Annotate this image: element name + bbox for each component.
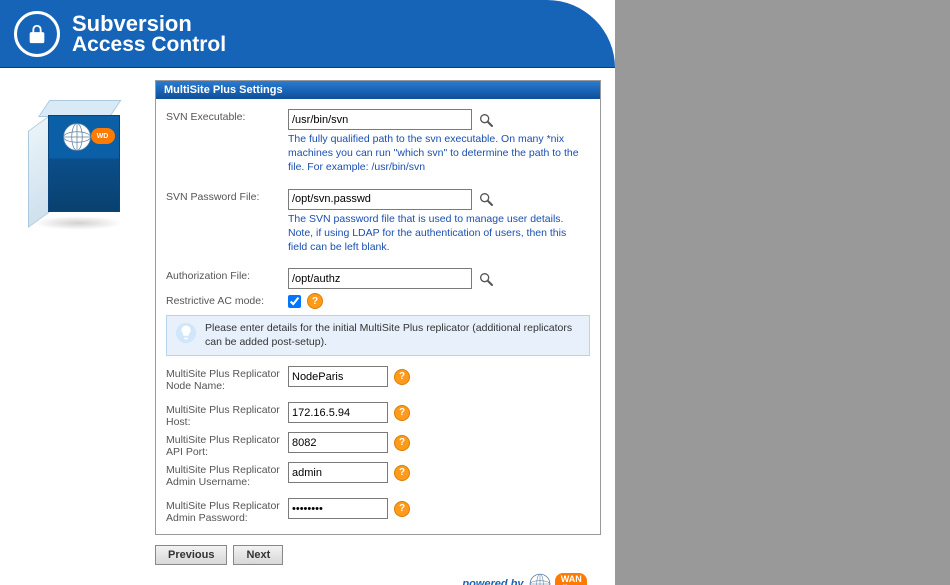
help-svn-password-file: The SVN password file that is used to ma… xyxy=(288,212,588,255)
settings-panel: MultiSite Plus Settings SVN Executable: … xyxy=(155,80,601,535)
row-restrictive-mode: Restrictive AC mode: ? xyxy=(166,293,590,309)
footer: powered by WAN disco xyxy=(155,565,601,585)
help-icon[interactable]: ? xyxy=(394,405,410,421)
input-admin-password[interactable] xyxy=(288,498,388,519)
info-text: Please enter details for the initial Mul… xyxy=(205,322,581,349)
title-line-2: Access Control xyxy=(72,34,226,55)
checkbox-restrictive-mode[interactable] xyxy=(288,295,301,308)
label-admin-password: MultiSite Plus Replicator Admin Password… xyxy=(166,498,288,524)
label-api-port: MultiSite Plus Replicator API Port: xyxy=(166,432,288,458)
row-authorization-file: Authorization File: xyxy=(166,268,590,289)
product-box-image: WD xyxy=(28,100,128,220)
browse-icon[interactable] xyxy=(478,112,494,128)
help-icon[interactable]: ? xyxy=(394,501,410,517)
app-window: Subversion Access Control WD xyxy=(0,0,615,585)
row-svn-executable: SVN Executable: The fully qualified path… xyxy=(166,109,590,175)
input-authorization-file[interactable] xyxy=(288,268,472,289)
label-admin-username: MultiSite Plus Replicator Admin Username… xyxy=(166,462,288,488)
row-admin-password: MultiSite Plus Replicator Admin Password… xyxy=(166,498,590,524)
label-restrictive-mode: Restrictive AC mode: xyxy=(166,293,288,307)
lightbulb-icon xyxy=(175,322,197,344)
input-replicator-host[interactable] xyxy=(288,402,388,423)
help-icon[interactable]: ? xyxy=(307,293,323,309)
globe-icon xyxy=(529,573,551,585)
button-row: Previous Next xyxy=(155,545,601,565)
row-admin-username: MultiSite Plus Replicator Admin Username… xyxy=(166,462,590,488)
help-icon[interactable]: ? xyxy=(394,369,410,385)
info-banner: Please enter details for the initial Mul… xyxy=(166,315,590,356)
sidebar: WD xyxy=(0,80,155,585)
input-node-name[interactable] xyxy=(288,366,388,387)
row-node-name: MultiSite Plus Replicator Node Name: ? xyxy=(166,366,590,392)
row-replicator-host: MultiSite Plus Replicator Host: ? xyxy=(166,402,590,428)
wandisco-badge-icon: WD xyxy=(91,128,115,144)
next-button[interactable]: Next xyxy=(233,545,283,565)
body: WD MultiSite Plus Settings SVN Executabl… xyxy=(0,68,615,585)
lock-icon xyxy=(14,11,60,57)
wandisco-badge-icon: WAN disco xyxy=(555,573,587,585)
label-svn-password-file: SVN Password File: xyxy=(166,189,288,203)
title-line-1: Subversion xyxy=(72,13,226,35)
input-admin-username[interactable] xyxy=(288,462,388,483)
input-svn-password-file[interactable] xyxy=(288,189,472,210)
input-svn-executable[interactable] xyxy=(288,109,472,130)
content: MultiSite Plus Settings SVN Executable: … xyxy=(155,80,615,585)
header: Subversion Access Control xyxy=(0,0,615,68)
help-svn-executable: The fully qualified path to the svn exec… xyxy=(288,132,588,175)
powered-by-label: powered by xyxy=(462,578,523,585)
browse-icon[interactable] xyxy=(478,191,494,207)
previous-button[interactable]: Previous xyxy=(155,545,227,565)
wandisco-logo: WAN disco xyxy=(529,573,587,585)
label-authorization-file: Authorization File: xyxy=(166,268,288,282)
globe-icon xyxy=(62,122,92,152)
help-icon[interactable]: ? xyxy=(394,435,410,451)
panel-title: MultiSite Plus Settings xyxy=(156,81,600,99)
browse-icon[interactable] xyxy=(478,271,494,287)
header-title: Subversion Access Control xyxy=(72,13,226,55)
label-svn-executable: SVN Executable: xyxy=(166,109,288,123)
row-svn-password-file: SVN Password File: The SVN password file… xyxy=(166,189,590,255)
label-node-name: MultiSite Plus Replicator Node Name: xyxy=(166,366,288,392)
help-icon[interactable]: ? xyxy=(394,465,410,481)
label-replicator-host: MultiSite Plus Replicator Host: xyxy=(166,402,288,428)
input-api-port[interactable] xyxy=(288,432,388,453)
row-api-port: MultiSite Plus Replicator API Port: ? xyxy=(166,432,590,458)
